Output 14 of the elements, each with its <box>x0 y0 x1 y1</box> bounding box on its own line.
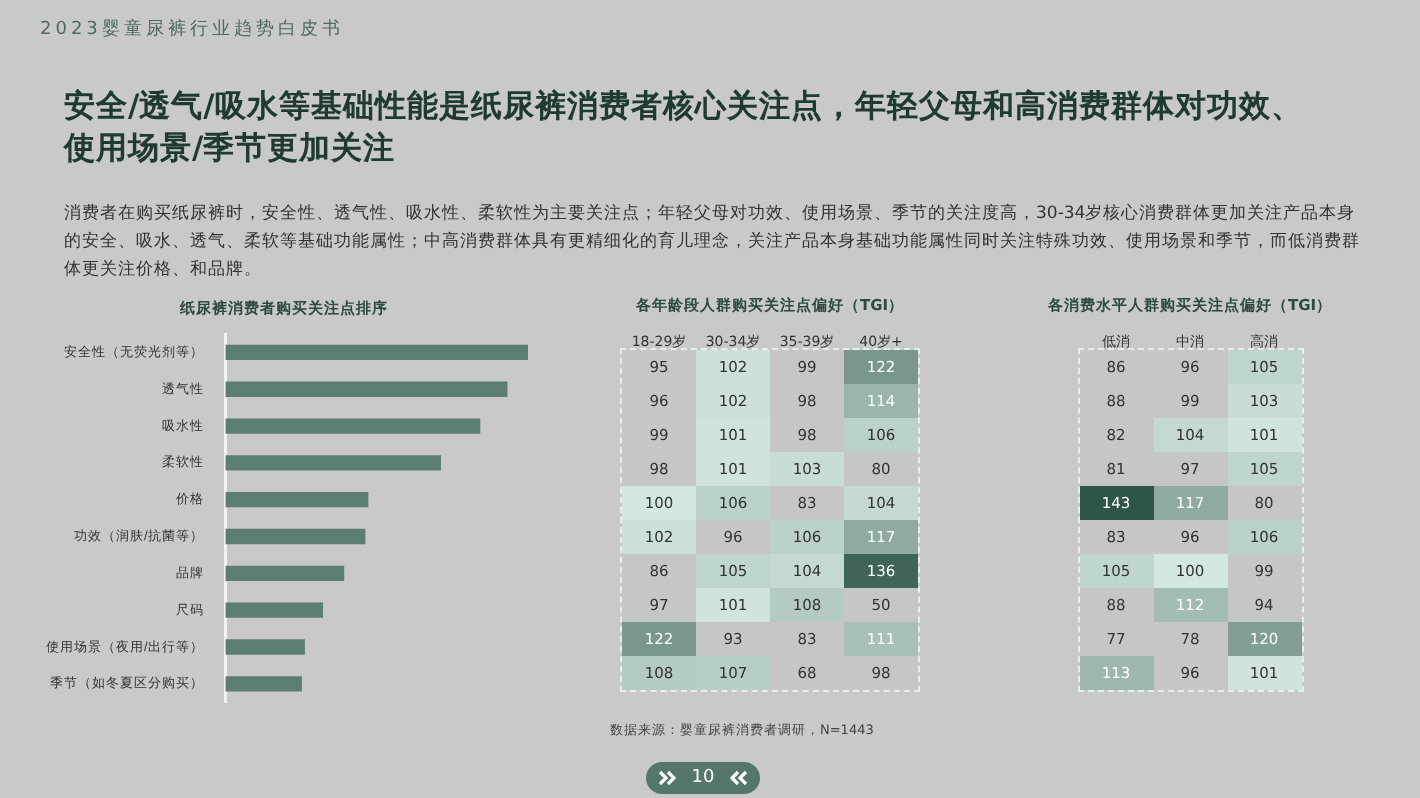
bar <box>225 565 345 581</box>
bar <box>225 381 508 397</box>
bar <box>225 455 441 471</box>
bar <box>225 492 369 508</box>
bar <box>225 639 305 655</box>
bar <box>225 344 528 361</box>
bar <box>225 418 481 434</box>
text: 10 <box>691 768 715 788</box>
text: 2023婴童尿裤行业趋势白皮书 <box>40 17 344 42</box>
bar <box>225 676 302 692</box>
bar <box>225 602 324 618</box>
bar <box>225 528 366 545</box>
text: 消费者在购买纸尿裤时，安全性、透气性、吸水性、柔软性为主要关注点；年轻父母对功效、使用场景、季节的关注度高，30-34岁核心消费群体更加关注产品本身的安全、吸水、透气、柔软等基础功能属性；中高消费群体具有更精细化的育儿理念，关注产品本身基础功能属性同时关注特殊功效、使用场景和季节，而低消费群体更关注价格、和品牌。 <box>64 201 1362 284</box>
text: 安全/透气/吸水等基础性能是纸尿裤消费者核心关注点，年轻父母和高消费群体对功效、使用场景/季节更加关注 <box>64 86 1304 170</box>
